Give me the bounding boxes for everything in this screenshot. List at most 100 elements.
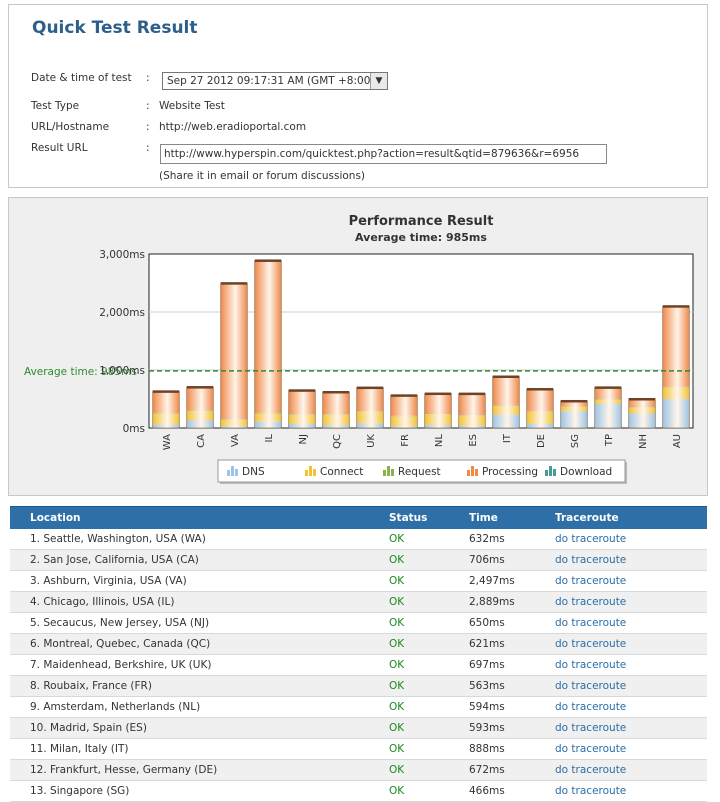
- colon: :: [146, 100, 150, 112]
- legend-swatch-request: [383, 470, 386, 476]
- time-cell: 621ms: [469, 633, 555, 655]
- bar-segment-processing-va: [220, 283, 248, 420]
- traceroute-link[interactable]: do traceroute: [555, 633, 707, 655]
- x-tick-label: IT: [502, 433, 513, 443]
- bar-segment-processing-il: [254, 260, 282, 413]
- time-cell: 466ms: [469, 780, 555, 802]
- x-tick-label: DE: [536, 434, 547, 448]
- result-url-input[interactable]: http://www.hyperspin.com/quicktest.php?a…: [160, 144, 607, 164]
- bar-segment-dns-nl: [424, 425, 452, 428]
- bar-segment-dns-au: [662, 399, 690, 428]
- traceroute-link[interactable]: do traceroute: [555, 675, 707, 697]
- col-header-traceroute: Traceroute: [555, 506, 707, 529]
- bar-segment-request-it: [492, 405, 520, 406]
- legend-label-request: Request: [398, 466, 441, 478]
- traceroute-link[interactable]: do traceroute: [555, 654, 707, 676]
- table-row: 9. Amsterdam, Netherlands (NL) OK 594ms do …: [10, 696, 707, 718]
- legend-box: [217, 459, 626, 483]
- traceroute-link[interactable]: do traceroute: [555, 780, 707, 802]
- bar-cap-it: [492, 375, 520, 378]
- traceroute-link[interactable]: do traceroute: [555, 612, 707, 634]
- traceroute-link[interactable]: do traceroute: [555, 759, 707, 781]
- chevron-down-icon[interactable]: ▼: [370, 73, 387, 89]
- x-tick-label: NJ: [298, 434, 309, 444]
- bar-segment-processing-fr: [390, 395, 418, 416]
- bar-segment-request-nl: [424, 413, 452, 415]
- traceroute-link[interactable]: do traceroute: [555, 529, 707, 550]
- bar-segment-dns-ca: [186, 420, 214, 428]
- traceroute-link[interactable]: do traceroute: [555, 717, 707, 739]
- url-value: http://web.eradioportal.com: [159, 121, 307, 133]
- bar-segment-request-nj: [288, 414, 316, 415]
- legend-swatch-download: [549, 466, 552, 476]
- colon: :: [146, 142, 150, 154]
- traceroute-link[interactable]: do traceroute: [555, 549, 707, 571]
- colon: :: [146, 121, 150, 133]
- status-cell: OK: [389, 591, 469, 613]
- x-tick-label: WA: [162, 434, 173, 450]
- bar-segment-connect-fr: [390, 416, 418, 427]
- bar-cap-uk: [356, 386, 384, 390]
- bar-segment-dns-sg: [560, 411, 588, 428]
- bar-segment-request-wa: [152, 412, 180, 414]
- bar-cap-ca: [186, 386, 214, 389]
- x-tick-label: TP: [604, 434, 615, 447]
- table-row: 11. Milan, Italy (IT) OK 888ms do tracerout…: [10, 738, 707, 760]
- bar-segment-connect-nj: [288, 414, 316, 424]
- legend-swatch-download: [553, 469, 556, 476]
- bar-segment-dns-nj: [288, 423, 316, 428]
- legend-swatch-download: [545, 470, 548, 476]
- bar-segment-processing-it: [492, 376, 520, 406]
- bar-segment-processing-au: [662, 306, 690, 387]
- x-tick-label: NL: [434, 434, 445, 447]
- legend-swatch-request: [387, 466, 390, 476]
- y-tick-label: 0ms: [123, 423, 145, 435]
- testtype-label: Test Type: [31, 100, 80, 112]
- bar-segment-dns-uk: [356, 423, 384, 428]
- bar-segment-request-uk: [356, 411, 384, 412]
- location-cell: 12. Frankfurt, Hesse, Germany (DE): [10, 759, 389, 781]
- traceroute-link[interactable]: do traceroute: [555, 738, 707, 760]
- bar-cap-va: [220, 282, 248, 285]
- bar-segment-processing-sg: [560, 400, 588, 406]
- bar-cap-de: [526, 388, 554, 391]
- time-cell: 650ms: [469, 612, 555, 634]
- legend-swatch-processing: [475, 469, 478, 476]
- status-cell: OK: [389, 633, 469, 655]
- time-cell: 632ms: [469, 529, 555, 550]
- result-url-value: http://www.hyperspin.com/quicktest.php?a…: [164, 148, 580, 160]
- bar-segment-connect-wa: [152, 413, 180, 425]
- status-cell: OK: [389, 675, 469, 697]
- bar-segment-dns-tp: [594, 403, 622, 428]
- bar-segment-request-au: [662, 386, 690, 388]
- y-tick-label: 2,000ms: [99, 307, 145, 319]
- performance-chart-panel: Performance Result Average time: 985ms A…: [8, 197, 708, 496]
- datetime-label: Date & time of test: [31, 72, 132, 84]
- legend-swatch-connect: [305, 470, 308, 476]
- datetime-select[interactable]: Sep 27 2012 09:17:31 AM (GMT +8:00) ▼: [162, 72, 388, 90]
- time-cell: 563ms: [469, 675, 555, 697]
- traceroute-link[interactable]: do traceroute: [555, 696, 707, 718]
- bar-segment-request-qc: [322, 414, 350, 415]
- traceroute-link[interactable]: do traceroute: [555, 570, 707, 592]
- table-row: 8. Roubaix, France (FR) OK 563ms do tracero…: [10, 675, 707, 697]
- bar-segment-request-fr: [390, 415, 418, 417]
- time-cell: 2,497ms: [469, 570, 555, 592]
- time-cell: 706ms: [469, 549, 555, 571]
- bar-cap-wa: [152, 390, 180, 393]
- traceroute-link[interactable]: do traceroute: [555, 591, 707, 613]
- time-cell: 2,889ms: [469, 591, 555, 613]
- table-row: 3. Ashburn, Virginia, USA (VA) OK 2,497ms d…: [10, 570, 707, 592]
- legend-swatch-dns: [235, 469, 238, 476]
- time-cell: 888ms: [469, 738, 555, 760]
- results-table-wrap: Location Status Time Traceroute 1. Seatt…: [10, 506, 707, 802]
- y-tick-label: 3,000ms: [99, 249, 145, 261]
- url-label: URL/Hostname: [31, 121, 110, 133]
- table-row: 12. Frankfurt, Hesse, Germany (DE) OK 672m…: [10, 759, 707, 781]
- bar-segment-dns-de: [526, 423, 554, 428]
- bar-segment-processing-ca: [186, 387, 214, 411]
- legend-swatch-connect: [313, 469, 316, 476]
- bar-segment-processing-qc: [322, 391, 350, 415]
- status-cell: OK: [389, 612, 469, 634]
- bar-segment-connect-de: [526, 411, 554, 424]
